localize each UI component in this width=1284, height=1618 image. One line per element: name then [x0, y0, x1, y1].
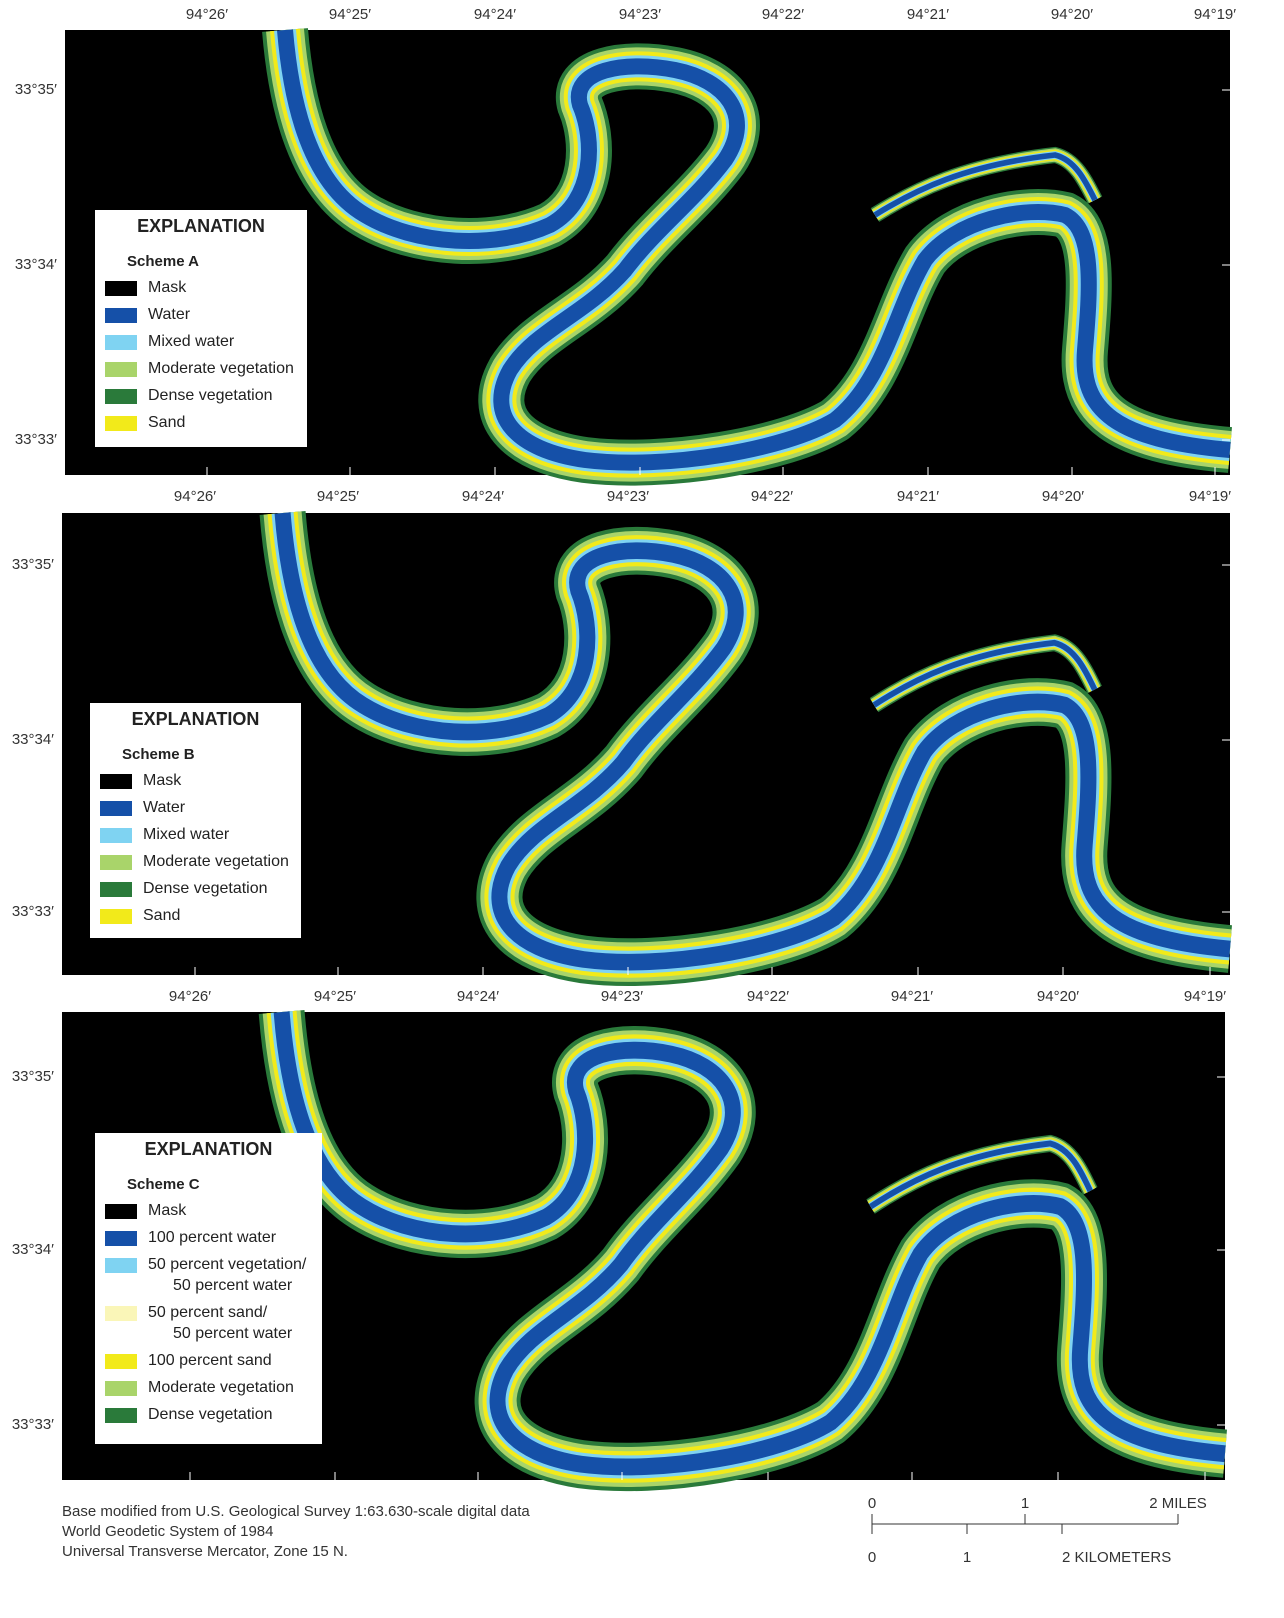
legend-label: Sand [143, 907, 180, 924]
legend-swatch [105, 389, 137, 404]
credit: Base modified from U.S. Geological Surve… [62, 1503, 530, 1520]
scale-label: 0 [868, 1549, 876, 1566]
y-label: 33°35′ [15, 81, 57, 98]
legend-label: 50 percent water [173, 1325, 293, 1342]
legend-label: Moderate vegetation [148, 1379, 294, 1396]
legend-swatch [105, 362, 137, 377]
legend-label: Mask [148, 1202, 187, 1219]
legend-swatch [105, 416, 137, 431]
legend-swatch [105, 1408, 137, 1423]
x-label: 94°19′ [1194, 6, 1236, 23]
x-label: 94°24′ [457, 988, 499, 1005]
legend-swatch [100, 909, 132, 924]
x-label: 94°20′ [1037, 988, 1079, 1005]
legend-swatch [105, 1354, 137, 1369]
legend-box [90, 703, 301, 938]
scale-label: 2 MILES [1149, 1495, 1207, 1512]
x-label: 94°23′ [619, 6, 661, 23]
x-label: 94°23′ [607, 488, 649, 505]
scale-label: 1 [1021, 1495, 1029, 1512]
legend-box [95, 210, 307, 447]
legend-label: Mask [143, 772, 182, 789]
legend-swatch [105, 335, 137, 350]
legend-scheme: Scheme A [127, 253, 199, 270]
legend-scheme: Scheme B [122, 746, 195, 763]
legend-title: EXPLANATION [137, 216, 265, 236]
x-label: 94°21′ [897, 488, 939, 505]
x-label: 94°25′ [317, 488, 359, 505]
scale-label: 1 [963, 1549, 971, 1566]
legend-title: EXPLANATION [132, 709, 260, 729]
legend-label: Water [148, 306, 191, 323]
legend-swatch [100, 828, 132, 843]
x-label: 94°26′ [174, 488, 216, 505]
legend-scheme: Scheme C [127, 1176, 200, 1193]
x-label: 94°19′ [1184, 988, 1226, 1005]
legend-label: Dense vegetation [143, 880, 268, 897]
legend-title: EXPLANATION [145, 1139, 273, 1159]
x-label: 94°24′ [474, 6, 516, 23]
legend-swatch [105, 1306, 137, 1321]
x-label: 94°21′ [907, 6, 949, 23]
x-label: 94°24′ [462, 488, 504, 505]
x-label: 94°25′ [314, 988, 356, 1005]
legend-swatch [105, 1258, 137, 1273]
x-label: 94°20′ [1051, 6, 1093, 23]
x-label: 94°23′ [601, 988, 643, 1005]
legend-label: 100 percent sand [148, 1352, 272, 1369]
y-label: 33°33′ [12, 903, 54, 920]
legend-swatch [105, 1231, 137, 1246]
x-label: 94°25′ [329, 6, 371, 23]
legend-label: 50 percent vegetation/ [148, 1256, 307, 1273]
legend-label: 50 percent sand/ [148, 1304, 268, 1321]
legend-label: 100 percent water [148, 1229, 277, 1246]
x-label: 94°22′ [762, 6, 804, 23]
credit: Universal Transverse Mercator, Zone 15 N… [62, 1543, 348, 1560]
legend-label: Sand [148, 414, 185, 431]
y-label: 33°33′ [15, 431, 57, 448]
y-label: 33°34′ [12, 1241, 54, 1258]
x-label: 94°22′ [751, 488, 793, 505]
credit: World Geodetic System of 1984 [62, 1523, 274, 1540]
legend-label: Mixed water [148, 333, 235, 350]
scale-label: 2 KILOMETERS [1062, 1549, 1171, 1566]
y-label: 33°34′ [12, 731, 54, 748]
legend-swatch [100, 801, 132, 816]
legend-swatch [100, 855, 132, 870]
legend-label: Mask [148, 279, 187, 296]
y-label: 33°35′ [12, 1068, 54, 1085]
legend-label: Water [143, 799, 186, 816]
figure: 94°26′ 94°25′ 94°24′ 94°23′ 94°22′ 94°21′ 94°2… [0, 0, 1284, 1618]
scale-label: 0 [868, 1495, 876, 1512]
x-label: 94°20′ [1042, 488, 1084, 505]
page: 94°26′ 94°25′ 94°24′ 94°23′ 94°22′ 94°21′ 94°2… [0, 0, 1284, 1618]
legend-swatch [105, 1204, 137, 1219]
legend-label: Dense vegetation [148, 1406, 273, 1423]
y-label: 33°33′ [12, 1416, 54, 1433]
legend-label: 50 percent water [173, 1277, 293, 1294]
legend-swatch [100, 774, 132, 789]
legend-swatch [105, 1381, 137, 1396]
x-label: 94°26′ [186, 6, 228, 23]
legend-label: Mixed water [143, 826, 230, 843]
legend-label: Dense vegetation [148, 387, 273, 404]
x-label: 94°21′ [891, 988, 933, 1005]
legend-swatch [105, 281, 137, 296]
y-label: 33°35′ [12, 556, 54, 573]
legend-swatch [105, 308, 137, 323]
legend-label: Moderate vegetation [148, 360, 294, 377]
x-label: 94°26′ [169, 988, 211, 1005]
legend-label: Moderate vegetation [143, 853, 289, 870]
legend-swatch [100, 882, 132, 897]
y-label: 33°34′ [15, 256, 57, 273]
x-label: 94°22′ [747, 988, 789, 1005]
x-label: 94°19′ [1189, 488, 1231, 505]
